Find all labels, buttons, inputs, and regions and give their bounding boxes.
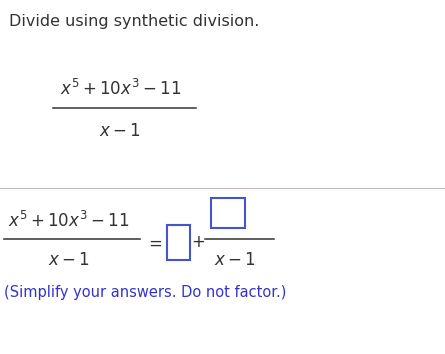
Text: $+$: $+$	[191, 234, 205, 251]
Text: $x - 1$: $x - 1$	[214, 251, 256, 269]
Text: $x^5 + 10x^3 - 11$: $x^5 + 10x^3 - 11$	[8, 211, 129, 231]
Text: $x - 1$: $x - 1$	[48, 251, 90, 269]
FancyBboxPatch shape	[167, 225, 190, 260]
Text: $x^5 + 10x^3 - 11$: $x^5 + 10x^3 - 11$	[60, 79, 181, 98]
FancyBboxPatch shape	[211, 198, 245, 228]
Text: Divide using synthetic division.: Divide using synthetic division.	[9, 14, 259, 29]
Text: (Simplify your answers. Do not factor.): (Simplify your answers. Do not factor.)	[4, 285, 287, 299]
Text: $=$: $=$	[145, 234, 162, 251]
Text: $x - 1$: $x - 1$	[99, 122, 141, 140]
